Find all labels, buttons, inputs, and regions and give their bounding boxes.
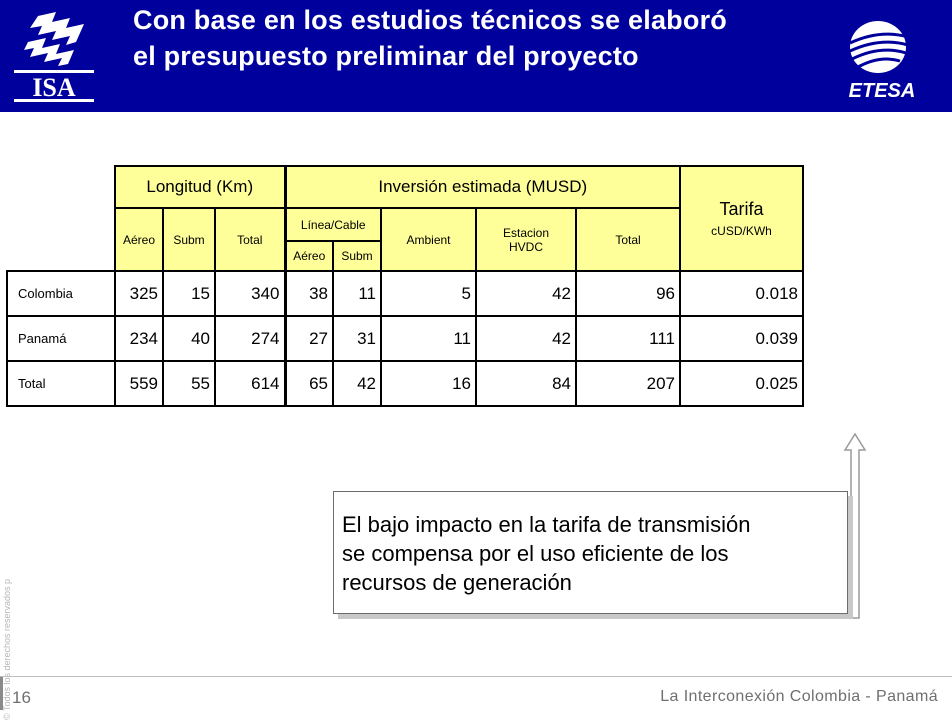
footer-title: La Interconexión Colombia - Panamá [660, 688, 938, 705]
col-estacion-hvdc: Estacion HVDC [475, 207, 577, 272]
callout-line: El bajo impacto en la tarifa de transmis… [342, 512, 751, 537]
tarifa-unit: cUSD/KWh [711, 224, 772, 238]
table-row: Panamá 234 40 274 27 31 11 42 111 0.039 [6, 315, 804, 362]
callout-text: El bajo impacto en la tarifa de transmis… [342, 510, 750, 597]
cell-tarifa: 0.039 [679, 315, 804, 362]
etesa-logo: ETESA [849, 21, 916, 102]
col-long-subm: Subm [162, 207, 216, 272]
cell-ambient: 5 [380, 270, 477, 317]
cell-inv-total: 207 [575, 360, 681, 407]
group-inversion-header: Inversión estimada (MUSD) [283, 165, 681, 209]
cell-linea-subm: 11 [332, 270, 382, 317]
isa-logo: ISA [14, 12, 94, 102]
callout-box: El bajo impacto en la tarifa de transmis… [333, 491, 848, 614]
col-ambient: Ambient [380, 207, 477, 272]
cell-long-total: 274 [214, 315, 286, 362]
cell-long-total: 340 [214, 270, 286, 317]
tarifa-header: Tarifa cUSD/KWh [679, 165, 804, 272]
page-number-marker [0, 677, 3, 710]
row-label: Panamá [6, 315, 116, 362]
callout-line: se compensa por el uso eficiente de los [342, 541, 729, 566]
cell-tarifa: 0.018 [679, 270, 804, 317]
cell-long-subm: 40 [162, 315, 216, 362]
col-linea-aereo: Aéreo [283, 240, 334, 272]
cell-estacion: 84 [475, 360, 577, 407]
callout-line: recursos de generación [342, 570, 572, 595]
cell-long-subm: 15 [162, 270, 216, 317]
header-bar: ISA Con base en los estudios técnicos se… [0, 0, 952, 112]
page-number: 16 [12, 688, 31, 707]
col-linea-subm: Subm [332, 240, 382, 272]
copyright-side-text: © Todos los derechos reservados p [2, 578, 12, 720]
cell-long-subm: 55 [162, 360, 216, 407]
budget-table: Longitud (Km) Inversión estimada (MUSD) … [6, 165, 804, 407]
footer-divider [0, 676, 952, 677]
cell-ambient: 11 [380, 315, 477, 362]
cell-long-aereo: 325 [114, 270, 164, 317]
row-label: Total [6, 360, 116, 407]
callout-arrow [843, 432, 867, 619]
cell-linea-aereo: 38 [283, 270, 334, 317]
cell-long-aereo: 559 [114, 360, 164, 407]
tarifa-label: Tarifa [719, 199, 764, 219]
svg-text:ETESA: ETESA [849, 80, 916, 102]
cell-estacion: 42 [475, 315, 577, 362]
cell-tarifa: 0.025 [679, 360, 804, 407]
cell-linea-subm: 42 [332, 360, 382, 407]
cell-estacion: 42 [475, 270, 577, 317]
cell-long-aereo: 234 [114, 315, 164, 362]
row-label: Colombia [6, 270, 116, 317]
group-longitud-header: Longitud (Km) [114, 165, 286, 209]
svg-text:ISA: ISA [32, 73, 76, 102]
cell-ambient: 16 [380, 360, 477, 407]
cell-linea-aereo: 27 [283, 315, 334, 362]
table-row: Colombia 325 15 340 38 11 5 42 96 0.018 [6, 270, 804, 317]
col-long-total: Total [214, 207, 286, 272]
col-long-aereo: Aéreo [114, 207, 164, 272]
cell-linea-aereo: 65 [283, 360, 334, 407]
col-inv-total: Total [575, 207, 681, 272]
cell-inv-total: 111 [575, 315, 681, 362]
table-row: Total 559 55 614 65 42 16 84 207 0.025 [6, 360, 804, 407]
page-title: Con base en los estudios técnicos se ela… [133, 5, 727, 71]
cell-linea-subm: 31 [332, 315, 382, 362]
col-linea-cable: Línea/Cable [283, 207, 382, 242]
cell-inv-total: 96 [575, 270, 681, 317]
cell-long-total: 614 [214, 360, 286, 407]
table-corner [7, 166, 115, 271]
